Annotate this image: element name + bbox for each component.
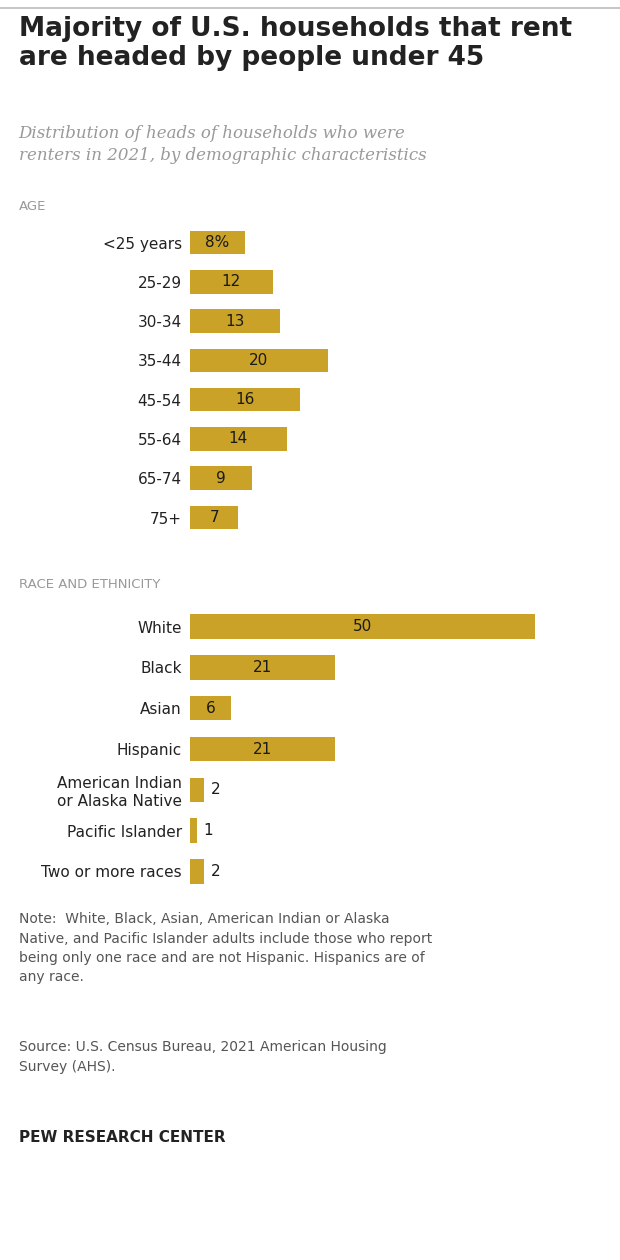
Bar	[190, 615, 535, 639]
Bar	[190, 505, 238, 529]
Text: 16: 16	[236, 392, 255, 407]
Bar	[190, 696, 231, 721]
Bar	[190, 231, 245, 255]
Text: 13: 13	[225, 314, 244, 329]
Text: 2: 2	[211, 782, 220, 798]
Text: Note:  White, Black, Asian, American Indian or Alaska
Native, and Pacific Island: Note: White, Black, Asian, American Indi…	[19, 912, 432, 984]
Bar	[190, 388, 300, 412]
Text: 21: 21	[253, 660, 272, 675]
Bar	[190, 777, 204, 803]
Bar	[190, 819, 197, 843]
Bar	[190, 737, 335, 761]
Bar	[190, 349, 328, 372]
Bar	[190, 655, 335, 679]
Text: 14: 14	[229, 431, 248, 446]
Bar	[190, 859, 204, 883]
Text: 7: 7	[210, 510, 219, 525]
Text: Distribution of heads of households who were
renters in 2021, by demographic cha: Distribution of heads of households who …	[19, 125, 426, 164]
Bar	[190, 309, 280, 333]
Text: PEW RESEARCH CENTER: PEW RESEARCH CENTER	[19, 1130, 225, 1145]
Text: 21: 21	[253, 741, 272, 756]
Text: 50: 50	[353, 619, 372, 634]
Text: 20: 20	[249, 353, 268, 368]
Bar	[190, 466, 252, 490]
Text: RACE AND ETHNICITY: RACE AND ETHNICITY	[19, 578, 160, 591]
Text: 1: 1	[204, 823, 213, 838]
Text: 12: 12	[222, 275, 241, 290]
Text: Source: U.S. Census Bureau, 2021 American Housing
Survey (AHS).: Source: U.S. Census Bureau, 2021 America…	[19, 1040, 386, 1074]
Text: AGE: AGE	[19, 200, 46, 213]
Bar	[190, 270, 273, 294]
Text: 8%: 8%	[205, 236, 230, 249]
Text: 2: 2	[211, 864, 220, 879]
Bar	[190, 427, 286, 451]
Text: 9: 9	[216, 471, 226, 485]
Text: Majority of U.S. households that rent
are headed by people under 45: Majority of U.S. households that rent ar…	[19, 16, 572, 71]
Text: 6: 6	[206, 701, 216, 716]
